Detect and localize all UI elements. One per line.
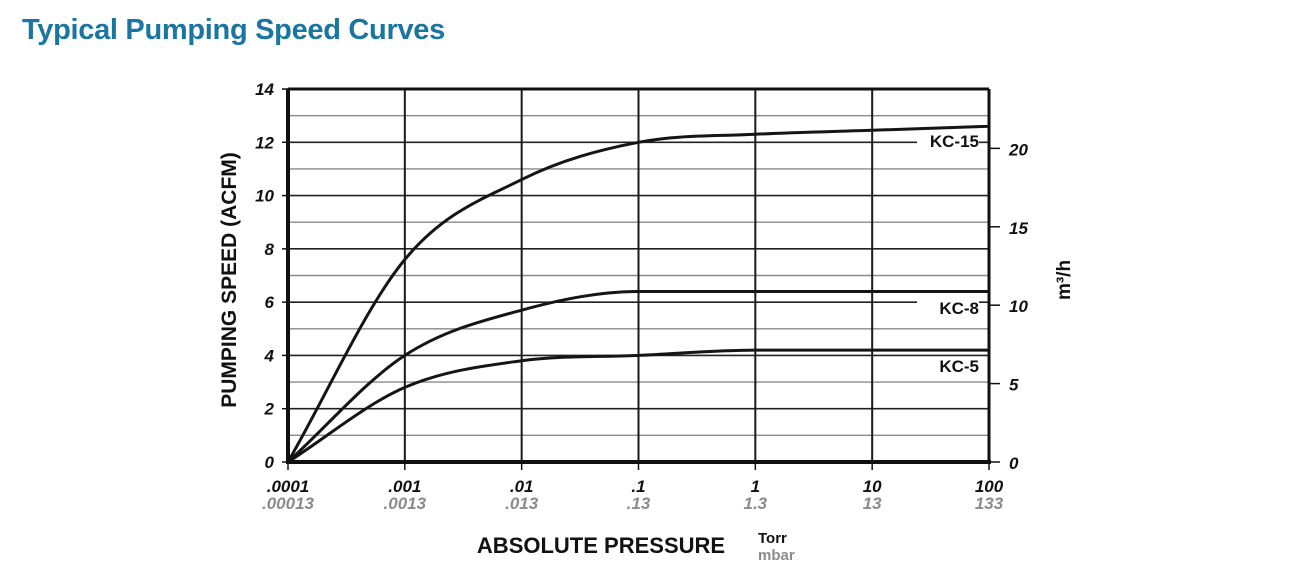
x-tick-label-torr: .1: [631, 477, 645, 496]
y-right-tick-label: 15: [1009, 219, 1028, 238]
axis-labels: KC-15KC-8KC-50246810121405101520.0001.00…: [218, 80, 1075, 564]
y-right-tick-label: 5: [1009, 376, 1019, 395]
y-tick-label: 6: [265, 293, 275, 312]
y-right-tick-label: 10: [1009, 297, 1028, 316]
x-tick-label-torr: 100: [975, 477, 1004, 496]
series-line-kc-15: [286, 124, 990, 463]
chart-title: Typical Pumping Speed Curves: [22, 14, 445, 46]
x-tick-label-mbar: .00013: [262, 494, 315, 513]
x-tick-label-mbar: 1.3: [744, 494, 768, 513]
series-label-kc-5: KC-5: [939, 357, 979, 376]
x-tick-label-torr: 1: [751, 477, 760, 496]
x-tick-label-torr: .001: [388, 477, 421, 496]
series-line-kc-5: [287, 348, 989, 464]
x-unit-mbar: mbar: [758, 547, 795, 564]
x-tick-label-mbar: 133: [975, 494, 1004, 513]
y-tick-label: 4: [264, 346, 275, 365]
y-right-tick-label: 0: [1009, 454, 1019, 473]
series-label-bg: [917, 132, 979, 152]
y-axis-title: PUMPING SPEED (ACFM): [218, 152, 241, 408]
y-tick-label: 10: [255, 187, 274, 206]
y-tick-label: 8: [265, 240, 275, 259]
y-tick-label: 2: [264, 400, 275, 419]
x-tick-label-mbar: .013: [505, 494, 539, 513]
series-label-bg: [917, 299, 979, 319]
series-label-bg: [917, 357, 979, 377]
y-right-axis-title: m³/h: [1054, 260, 1075, 300]
x-tick-label-torr: 10: [863, 477, 882, 496]
series-curves: [286, 124, 990, 464]
y-right-tick-label: 20: [1008, 140, 1028, 159]
x-tick-label-mbar: .13: [627, 494, 651, 513]
x-tick-label-mbar: 13: [863, 494, 882, 513]
series-label-kc-15: KC-15: [930, 132, 979, 151]
x-unit-torr: Torr: [758, 530, 787, 547]
y-tick-label: 14: [255, 80, 274, 99]
x-tick-label-torr: .0001: [267, 477, 310, 496]
x-tick-label-torr: .01: [510, 477, 534, 496]
series-line-kc-8: [286, 289, 989, 464]
series-label-kc-8: KC-8: [939, 299, 979, 318]
grid-lines: [288, 89, 989, 462]
x-tick-label-mbar: .0013: [384, 494, 427, 513]
y-tick-label: 12: [255, 133, 274, 152]
x-axis-title: ABSOLUTE PRESSURE: [477, 533, 725, 558]
y-tick-label: 0: [265, 453, 275, 472]
